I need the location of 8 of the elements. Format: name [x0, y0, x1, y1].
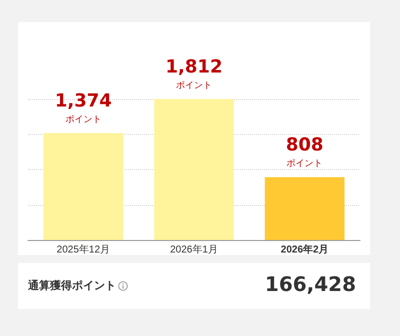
data-label: 808 ポイント: [286, 134, 324, 170]
x-tick-label: 2025年12月: [56, 244, 110, 256]
x-tick-label: 2026年2月: [280, 244, 329, 256]
x-tick-label: 2026年1月: [170, 244, 218, 256]
data-label: 1,374 ポイント: [54, 90, 112, 126]
text: 166,428: [264, 272, 356, 296]
data-label: 1,812 ポイント: [166, 56, 222, 91]
text: 通算獲得ポイント: [28, 278, 117, 293]
